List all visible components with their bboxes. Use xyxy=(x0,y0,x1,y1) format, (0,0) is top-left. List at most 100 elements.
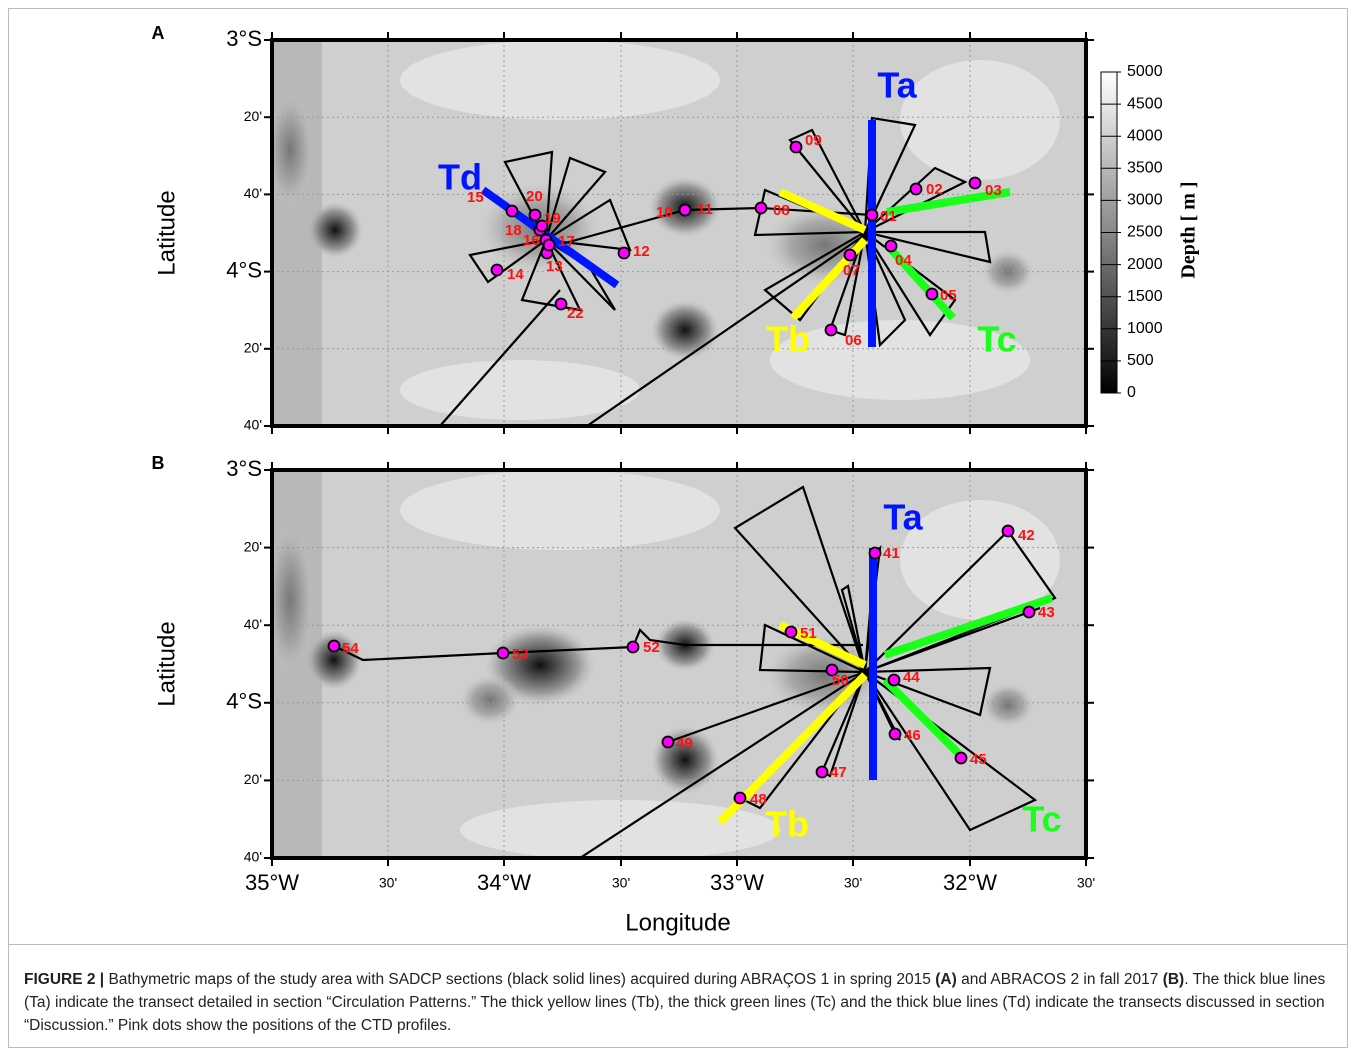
ctd-station xyxy=(884,239,898,253)
figure: Ta Tb Tc Td 01 02 03 04 05 06 07 08 09 10 11 12 13 14 15 16… xyxy=(152,23,1200,937)
bathymetry-shallow-region xyxy=(770,320,1030,400)
colorbar-tick-label: 3000 xyxy=(1127,192,1163,209)
station-label: 03 xyxy=(985,182,1002,199)
ctd-station xyxy=(909,182,923,196)
station-label: 12 xyxy=(633,243,650,260)
ctd-station xyxy=(542,238,556,252)
sadcp-track xyxy=(545,198,632,252)
ctd-station xyxy=(733,791,747,805)
ctd-station xyxy=(865,208,879,222)
x-tick-label: 30' xyxy=(379,875,397,891)
sadcp-track xyxy=(667,670,866,744)
panel-letter: A xyxy=(152,23,165,43)
colorbar-tick-label: 0 xyxy=(1127,384,1136,401)
ctd-station xyxy=(505,204,519,218)
seamount xyxy=(982,683,1034,727)
ctd-station xyxy=(754,201,768,215)
caption-bold-text: FIGURE 2 | xyxy=(24,971,105,988)
transect-label: Ta xyxy=(877,65,917,106)
seamount xyxy=(460,675,520,725)
sadcp-track xyxy=(840,584,867,673)
sadcp-track xyxy=(733,485,867,673)
y-tick-label: 40' xyxy=(244,849,262,865)
station-label: 43 xyxy=(1038,604,1055,621)
seamount xyxy=(307,202,363,258)
y-tick-label: 3°S xyxy=(226,456,262,481)
station-label: 50 xyxy=(832,672,849,689)
station-label: 09 xyxy=(805,132,822,149)
station-label: 08 xyxy=(773,202,790,219)
station-label: 44 xyxy=(903,669,920,686)
ctd-station xyxy=(661,735,675,749)
colorbar-tick-label: 4000 xyxy=(1127,127,1163,144)
seamount xyxy=(272,520,315,680)
ctd-station xyxy=(528,208,542,222)
transect-label: Ta xyxy=(883,497,923,538)
sadcp-track xyxy=(864,671,1038,832)
transect-line xyxy=(883,594,1054,659)
sadcp-track xyxy=(520,239,582,312)
transect-line xyxy=(882,677,968,763)
ctd-station xyxy=(843,248,857,262)
colorbar-tick-label: 2000 xyxy=(1127,256,1163,273)
colorbar-tick-label: 2500 xyxy=(1127,224,1163,241)
station-label: 54 xyxy=(342,640,359,657)
y-tick-label: 4°S xyxy=(226,257,262,282)
x-tick-label: 30' xyxy=(1077,875,1095,891)
station-label: 02 xyxy=(926,181,943,198)
station-label: 10 xyxy=(656,204,673,221)
figure-frame xyxy=(8,8,1348,1048)
sadcp-track xyxy=(333,628,863,662)
map-frame xyxy=(270,468,1088,860)
station-label: 52 xyxy=(643,639,660,656)
ctd-station xyxy=(887,673,901,687)
transect-line xyxy=(778,188,867,234)
station-label: 13 xyxy=(546,258,563,275)
y-axis-label: Latitude xyxy=(153,621,180,706)
sadcp-track xyxy=(864,666,992,717)
bathymetry-shallow-region xyxy=(400,360,640,420)
station-label: 05 xyxy=(940,287,957,304)
ctd-station xyxy=(554,297,568,311)
ctd-station xyxy=(825,663,839,677)
colorbar-tick-label: 1500 xyxy=(1127,288,1163,305)
colorbar-tick-label: 3500 xyxy=(1127,160,1163,177)
y-tick-label: 20' xyxy=(244,538,262,554)
caption-text: Bathymetric maps of the study area with … xyxy=(104,971,936,988)
y-tick-label: 20' xyxy=(244,340,262,356)
station-label: 18 xyxy=(505,222,522,239)
station-label: 48 xyxy=(750,791,767,808)
sadcp-track xyxy=(439,289,561,426)
station-label: 15 xyxy=(467,189,484,206)
ctd-station xyxy=(824,323,838,337)
ctd-station xyxy=(490,263,504,277)
caption-bold-text: (B) xyxy=(1162,971,1185,988)
station-label: 49 xyxy=(676,735,693,752)
ctd-station xyxy=(1001,524,1015,538)
y-tick-label: 20' xyxy=(244,108,262,124)
transect-label: Tb xyxy=(765,804,809,845)
map-panel xyxy=(272,40,1086,426)
x-axis-label: Longitude xyxy=(625,909,730,936)
station-label: 16 xyxy=(523,232,540,249)
sadcp-track xyxy=(579,671,866,858)
caption: FIGURE 2 | Bathymetric maps of the study… xyxy=(24,968,1334,1037)
sadcp-track xyxy=(468,238,547,284)
transect-label: Tc xyxy=(977,319,1016,360)
y-tick-label: 40' xyxy=(244,616,262,632)
sadcp-track xyxy=(788,128,866,233)
sadcp-track xyxy=(758,623,866,674)
ctd-station xyxy=(954,751,968,765)
y-axis-label: Latitude xyxy=(153,190,180,275)
station-label: 17 xyxy=(558,233,575,250)
station-label: 47 xyxy=(830,764,847,781)
ctd-station xyxy=(617,246,631,260)
ctd-station xyxy=(868,546,882,560)
station-label: 42 xyxy=(1018,527,1035,544)
transect-label: Tc xyxy=(1022,799,1061,840)
ctd-station xyxy=(968,176,982,190)
ctd-station xyxy=(925,287,939,301)
ctd-station xyxy=(815,765,829,779)
transect-line xyxy=(886,188,1011,216)
station-label: 51 xyxy=(800,625,817,642)
